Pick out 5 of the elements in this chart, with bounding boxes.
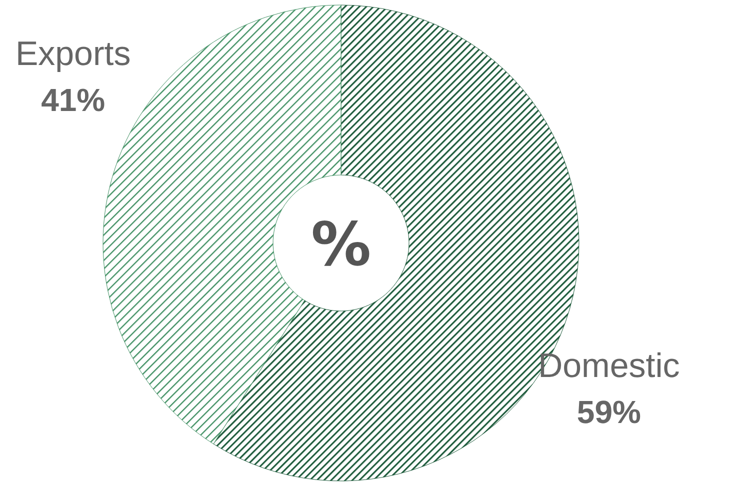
slice-label: Exports <box>15 35 131 74</box>
data-label: 59% <box>576 394 641 430</box>
data-label: 41% <box>41 82 106 118</box>
slice-label: Domestic <box>538 346 680 385</box>
text: % <box>310 210 372 280</box>
